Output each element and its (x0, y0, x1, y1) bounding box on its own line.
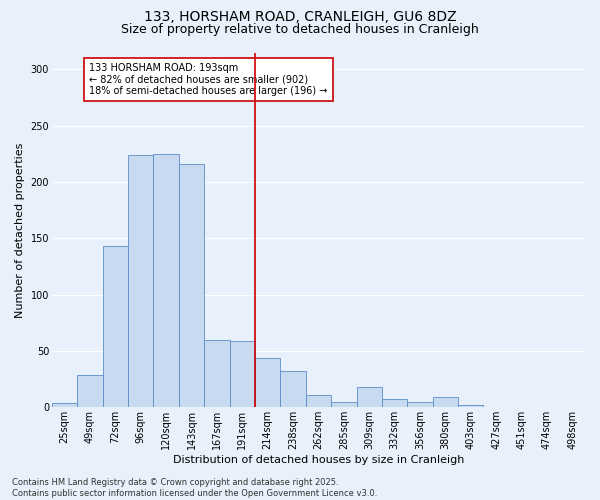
Bar (128, 155, 154, 407)
Bar (306, 395, 331, 407)
Text: 133 HORSHAM ROAD: 193sqm
← 82% of detached houses are smaller (902)
18% of semi-: 133 HORSHAM ROAD: 193sqm ← 82% of detach… (89, 63, 328, 96)
Bar (407, 402, 433, 407)
Bar (52, 403, 77, 407)
Bar (154, 154, 179, 407)
Y-axis label: Number of detached properties: Number of detached properties (15, 142, 25, 318)
Bar (382, 400, 407, 407)
Bar (103, 246, 128, 408)
Bar (179, 164, 204, 408)
Bar (433, 397, 458, 407)
Bar (204, 340, 230, 407)
Bar (356, 387, 382, 407)
X-axis label: Distribution of detached houses by size in Cranleigh: Distribution of detached houses by size … (173, 455, 464, 465)
Bar (280, 371, 306, 408)
Text: Contains HM Land Registry data © Crown copyright and database right 2025.
Contai: Contains HM Land Registry data © Crown c… (12, 478, 377, 498)
Bar (77, 374, 103, 408)
Bar (255, 358, 280, 408)
Text: Size of property relative to detached houses in Cranleigh: Size of property relative to detached ho… (121, 22, 479, 36)
Text: 133, HORSHAM ROAD, CRANLEIGH, GU6 8DZ: 133, HORSHAM ROAD, CRANLEIGH, GU6 8DZ (143, 10, 457, 24)
Bar (331, 402, 356, 407)
Bar (458, 405, 484, 407)
Bar (230, 341, 255, 407)
